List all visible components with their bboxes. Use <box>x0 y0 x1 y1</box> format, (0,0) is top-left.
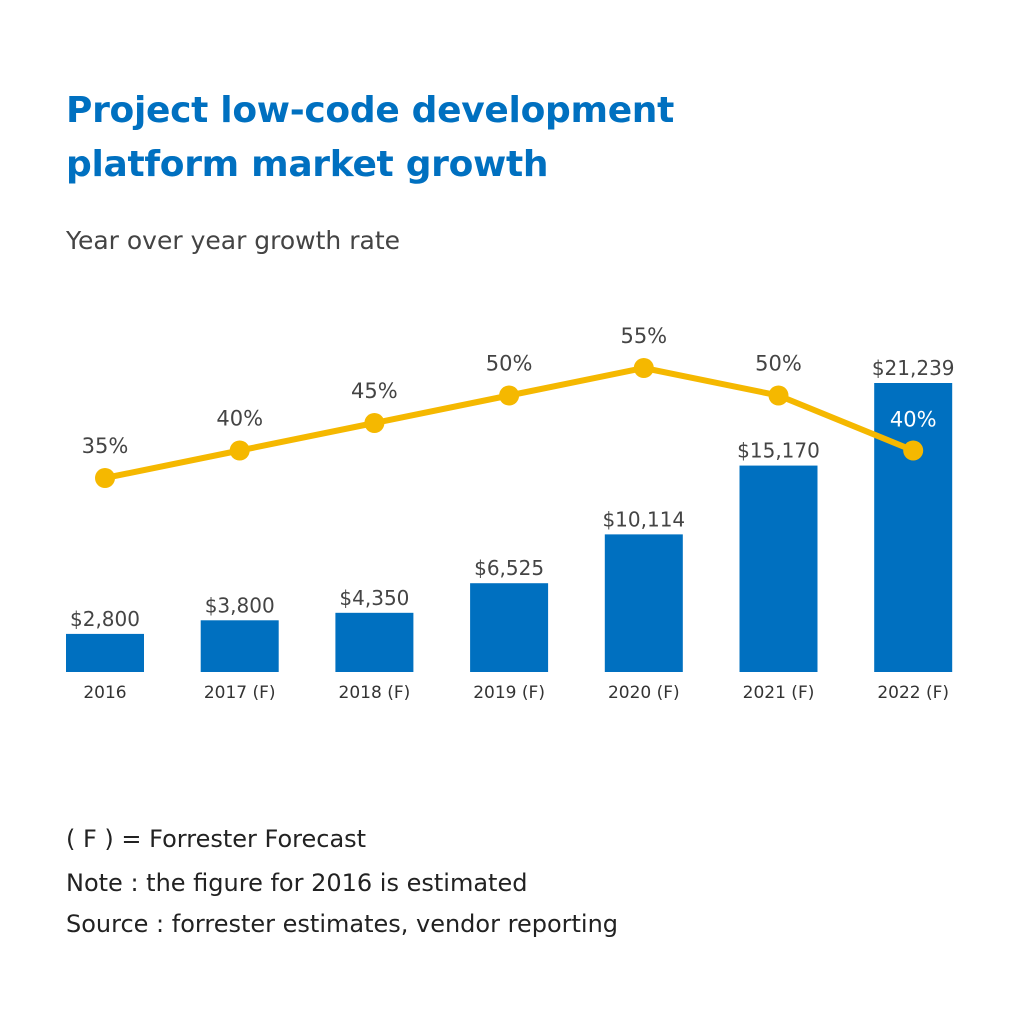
x-tick-label-2021-f: 2021 (F) <box>743 683 815 703</box>
growth-point-2017-f <box>229 440 250 461</box>
chart-title-line-2: platform market growth <box>66 144 549 185</box>
chart-title-line-1: Project low-code development <box>66 90 675 131</box>
bar-2021-f <box>739 465 818 672</box>
growth-rate-label-2022-f: 40% <box>890 408 937 432</box>
bar-value-label-2021-f: $15,170 <box>737 439 820 463</box>
bar-2018-f <box>335 612 414 672</box>
bar-value-label-2019-f: $6,525 <box>474 556 544 580</box>
bar-value-label-2017-f: $3,800 <box>205 593 275 617</box>
bar-value-label-2016: $2,800 <box>70 607 140 631</box>
bar-2020-f <box>604 534 683 672</box>
growth-rate-label-2016: 35% <box>82 434 129 458</box>
bar-2022-f <box>874 383 953 672</box>
note-source: Source : forrester estimates, vendor rep… <box>66 910 619 938</box>
bar-2016 <box>66 633 144 672</box>
growth-rate-label-2020-f: 55% <box>620 324 667 348</box>
growth-rate-labels: 35% 40% 45% 50% 55% 50% 40% <box>82 324 937 458</box>
x-tick-label-2017-f: 2017 (F) <box>204 683 276 703</box>
growth-rate-label-2017-f: 40% <box>216 407 263 431</box>
growth-point-2022-f <box>903 440 924 461</box>
bar-2017-f <box>200 620 279 672</box>
x-tick-label-2022-f: 2022 (F) <box>877 683 949 703</box>
bar-value-label-2020-f: $10,114 <box>602 507 685 531</box>
bar-value-label-2022-f: $21,239 <box>872 356 955 380</box>
growth-rate-label-2021-f: 50% <box>755 352 802 376</box>
growth-point-2020-f <box>633 358 654 378</box>
growth-point-2021-f <box>768 385 789 406</box>
growth-point-2016 <box>95 468 115 488</box>
growth-rate-label-2018-f: 45% <box>351 379 398 403</box>
bar-series <box>66 383 953 672</box>
x-tick-label-2020-f: 2020 (F) <box>608 683 680 703</box>
growth-point-2018-f <box>364 413 385 433</box>
x-tick-label-2018-f: 2018 (F) <box>339 683 411 703</box>
growth-line-series <box>95 358 924 488</box>
chart-subtitle: Year over year growth rate <box>66 226 401 255</box>
growth-point-2019-f <box>499 385 520 406</box>
x-axis-tick-labels: 2016 2017 (F) 2018 (F) 2019 (F) 2020 (F) 2021… <box>83 683 949 703</box>
x-tick-label-2019-f: 2019 (F) <box>473 683 545 703</box>
note-estimate: Note : the figure for 2016 is estimated <box>66 869 528 897</box>
x-tick-label-2016: 2016 <box>83 683 126 703</box>
bar-value-labels: $2,800 $3,800 $4,350 $6,525 $10,114 $15,170 $2… <box>70 356 955 631</box>
note-forecast-legend: ( F ) = Forrester Forecast <box>66 825 367 853</box>
bar-value-label-2018-f: $4,350 <box>339 586 409 610</box>
bar-2019-f <box>470 583 549 672</box>
growth-rate-label-2019-f: 50% <box>486 352 533 376</box>
